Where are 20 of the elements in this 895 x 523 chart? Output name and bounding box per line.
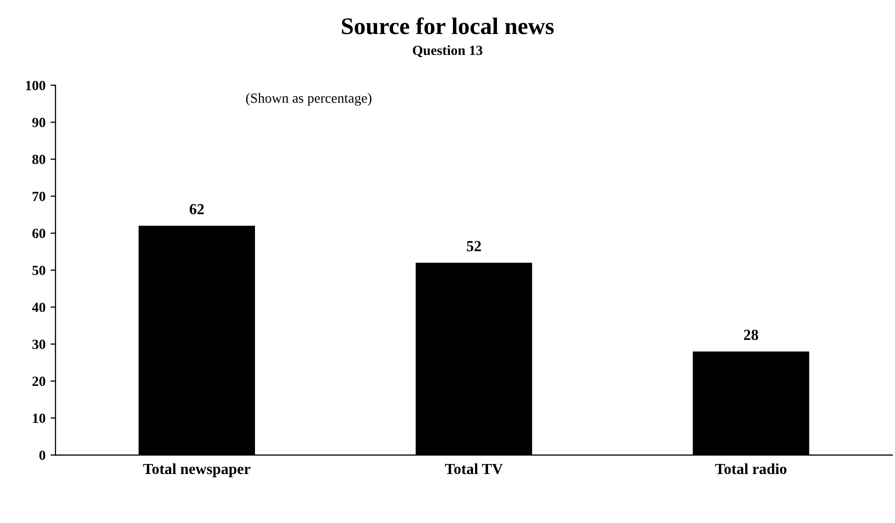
y-tick-label: 60 (32, 228, 46, 238)
y-tick-label: 0 (39, 450, 46, 460)
y-tick-label: 50 (32, 266, 46, 276)
data-label: 52 (466, 241, 481, 252)
x-tick-label: Total newspaper (143, 463, 250, 478)
chart-title: Source for local news (342, 17, 554, 34)
y-tick-label: 10 (32, 414, 46, 423)
y-tick-label: 20 (32, 376, 46, 386)
y-tick-label: 100 (26, 80, 46, 90)
annotation: (Shown as percentage) (246, 93, 372, 106)
data-label: 28 (744, 330, 758, 340)
y-tick-label: 40 (32, 302, 46, 312)
x-tick-label: Total radio (715, 463, 786, 474)
y-tick-label: 30 (32, 340, 46, 350)
x-tick-label: Total TV (445, 463, 503, 474)
y-tick-label: 70 (32, 192, 46, 202)
y-tick-label: 80 (32, 154, 46, 164)
chart-subtitle: Question 13 (412, 45, 482, 58)
y-tick-label: 90 (32, 118, 46, 128)
data-label: 62 (190, 204, 204, 214)
